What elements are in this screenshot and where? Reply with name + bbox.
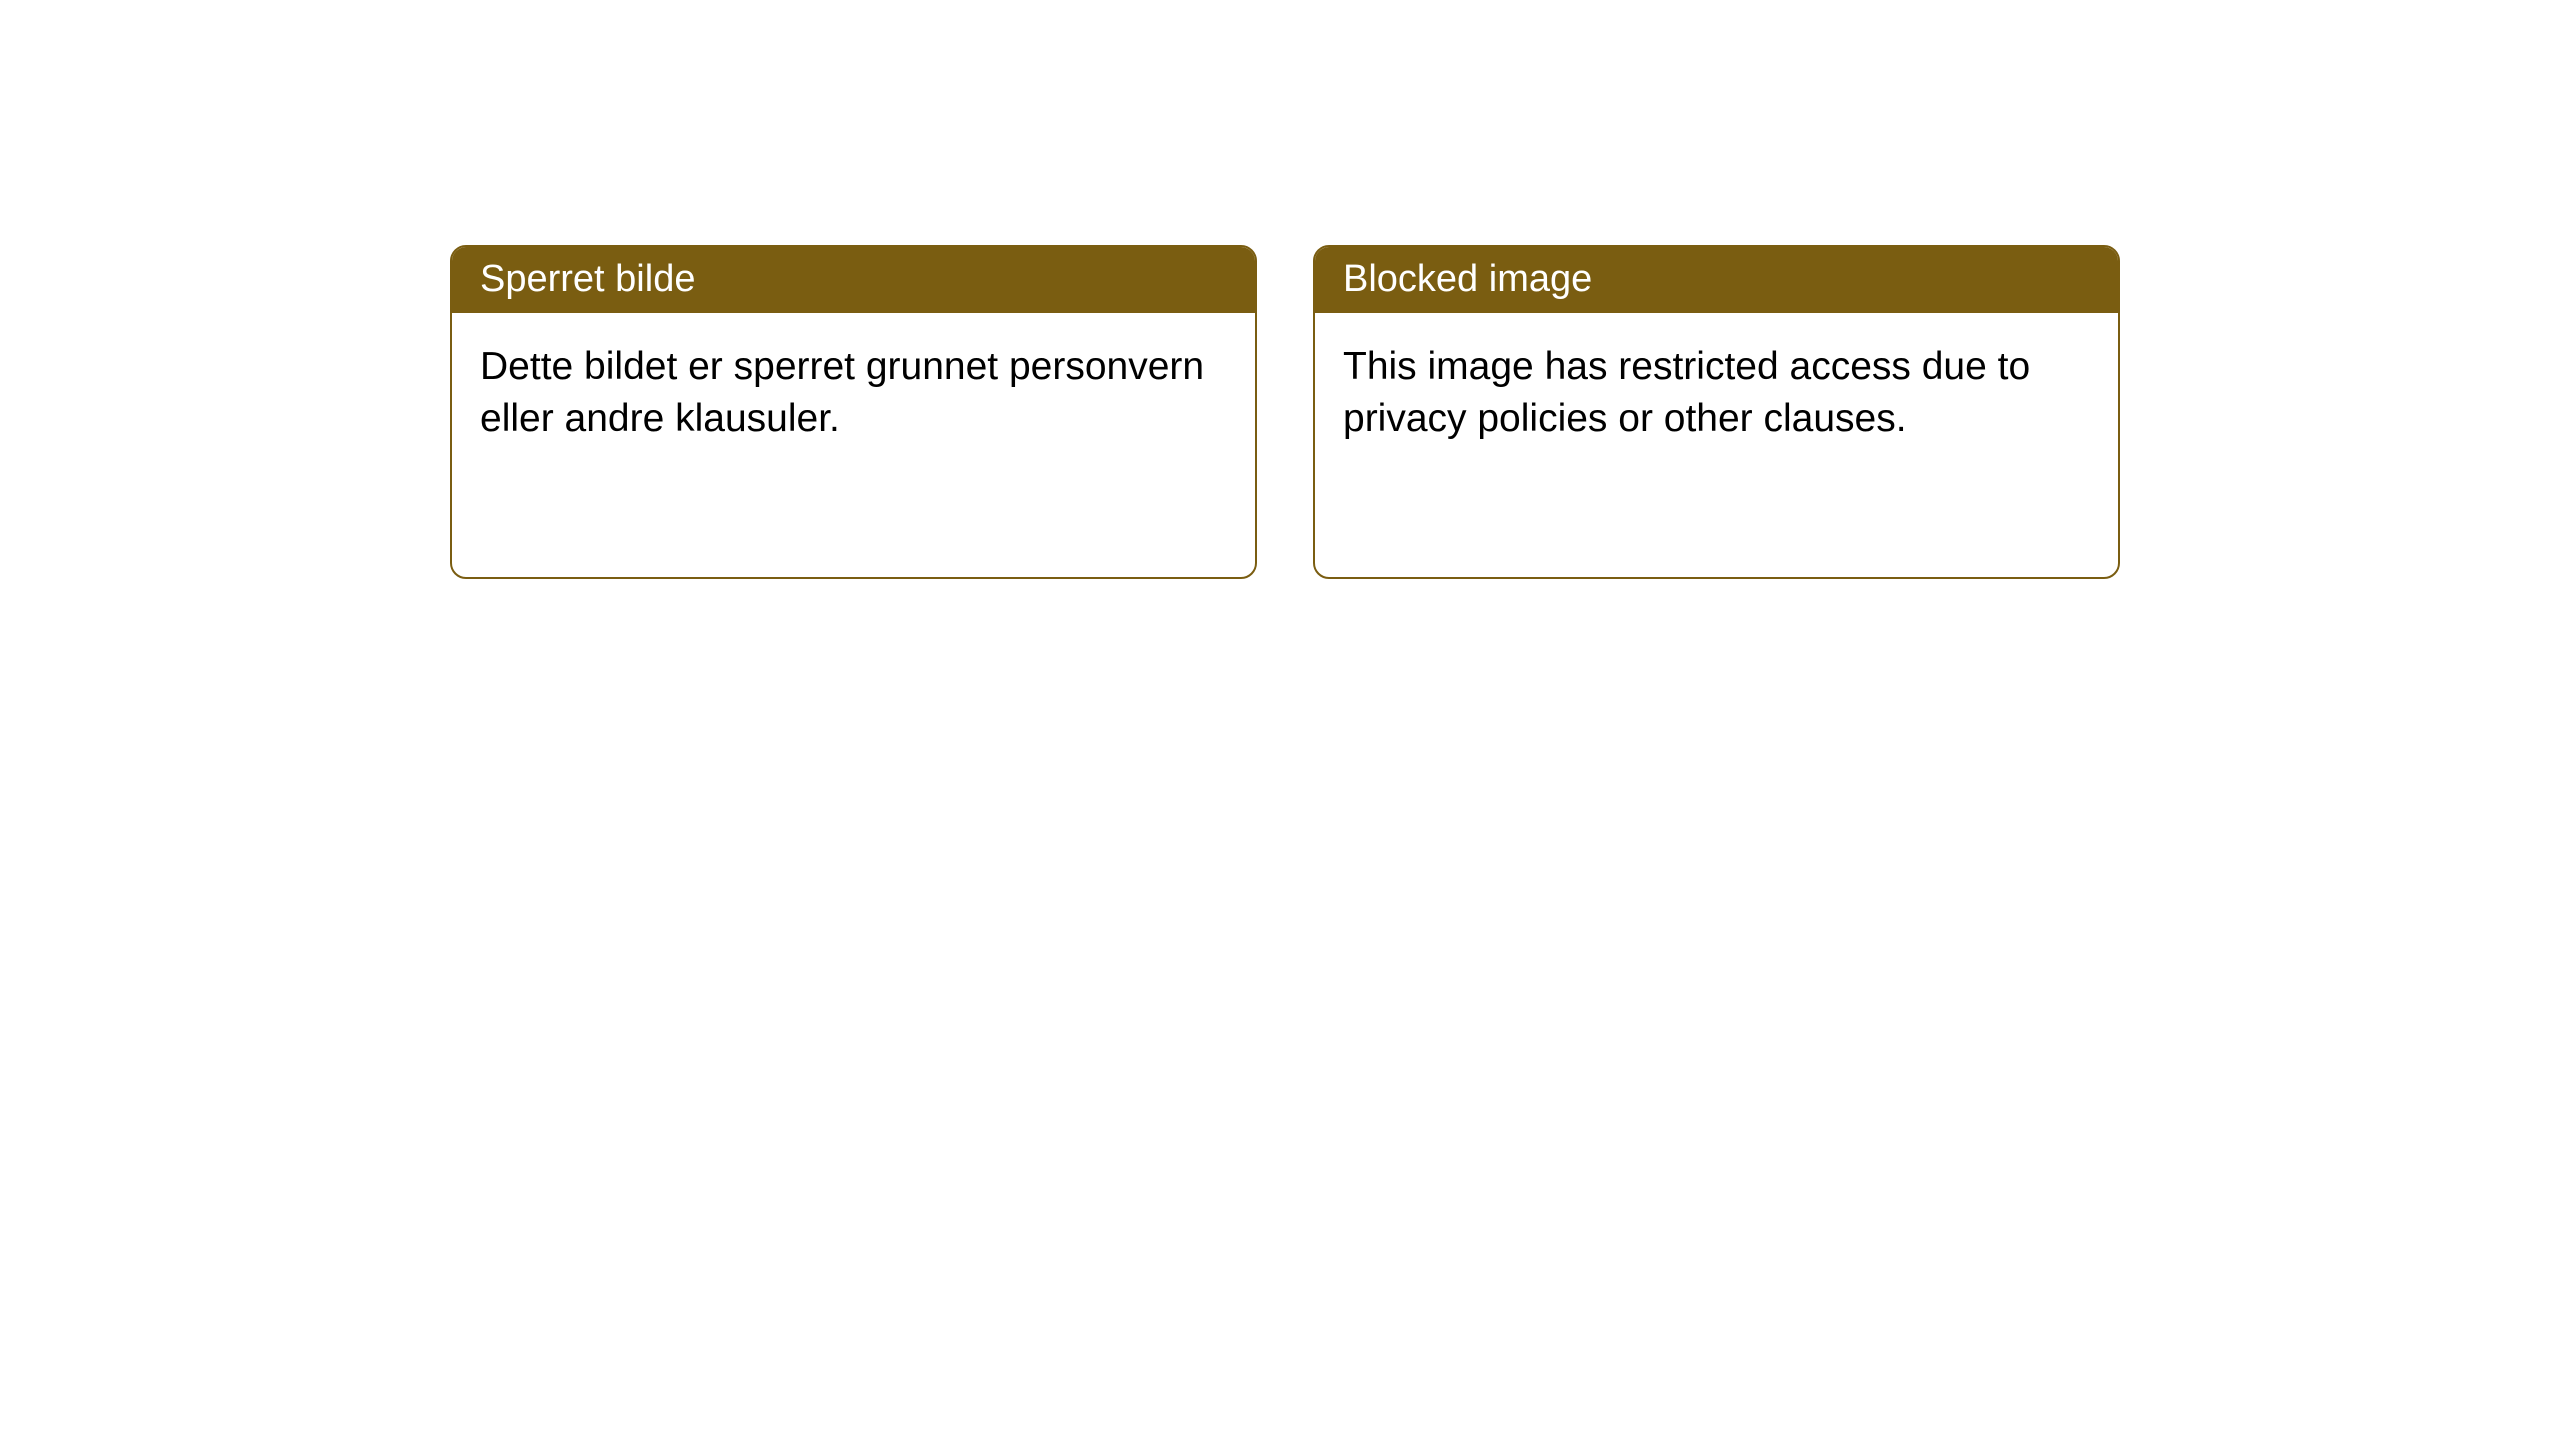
notice-card-english: Blocked image This image has restricted … <box>1313 245 2120 579</box>
notice-header-norwegian: Sperret bilde <box>452 247 1255 313</box>
notice-card-norwegian: Sperret bilde Dette bildet er sperret gr… <box>450 245 1257 579</box>
notice-body-english: This image has restricted access due to … <box>1315 313 2118 474</box>
notice-header-english: Blocked image <box>1315 247 2118 313</box>
notice-body-norwegian: Dette bildet er sperret grunnet personve… <box>452 313 1255 474</box>
notice-container: Sperret bilde Dette bildet er sperret gr… <box>0 0 2560 579</box>
